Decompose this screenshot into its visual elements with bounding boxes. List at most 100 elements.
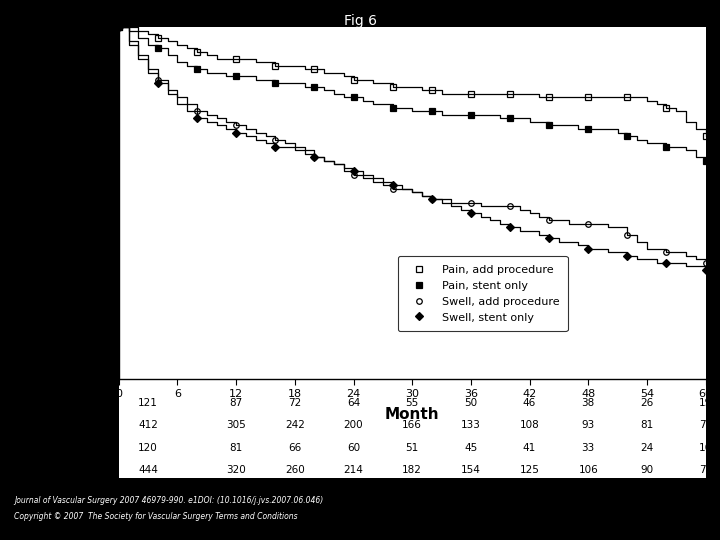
Text: 55: 55: [405, 397, 419, 408]
Text: 64: 64: [347, 397, 360, 408]
Swell, add procedure: [623, 231, 631, 238]
Swell, stent only: [505, 224, 514, 231]
Swell, add procedure: [505, 203, 514, 210]
Text: 41: 41: [523, 443, 536, 453]
Pain, stent only: [623, 133, 631, 139]
Text: 16: 16: [699, 443, 712, 453]
Pain, add procedure: [584, 94, 593, 100]
Swell, stent only: [153, 80, 162, 86]
Text: 106: 106: [578, 465, 598, 475]
Text: 108: 108: [520, 420, 539, 430]
Pain, stent only: [428, 108, 436, 114]
Text: 19: 19: [699, 397, 712, 408]
Pain, stent only: [388, 105, 397, 111]
Text: 133: 133: [461, 420, 481, 430]
Text: 33: 33: [582, 443, 595, 453]
Text: 60: 60: [347, 443, 360, 453]
Pain, add procedure: [505, 91, 514, 97]
Text: 51: 51: [405, 443, 419, 453]
Swell, stent only: [545, 235, 554, 241]
Y-axis label: Limbs free of pain/swelling (%): Limbs free of pain/swelling (%): [69, 111, 82, 294]
Text: 81: 81: [230, 443, 243, 453]
Swell, stent only: [428, 196, 436, 202]
Text: 50: 50: [464, 397, 477, 408]
Text: 70: 70: [699, 420, 712, 430]
Swell, add procedure: [114, 24, 123, 30]
Pain, add procedure: [232, 56, 240, 62]
Swell, stent only: [310, 154, 319, 160]
Pain, add procedure: [545, 94, 554, 100]
Pain, stent only: [505, 115, 514, 122]
Text: 260: 260: [285, 465, 305, 475]
Swell, stent only: [193, 115, 202, 122]
X-axis label: Month: Month: [385, 408, 439, 422]
Pain, add procedure: [310, 66, 319, 72]
Pain, add procedure: [428, 87, 436, 93]
Pain, stent only: [349, 94, 358, 100]
Text: Fig 6: Fig 6: [343, 14, 377, 28]
Text: 214: 214: [343, 465, 364, 475]
Swell, stent only: [662, 259, 671, 266]
Text: 412: 412: [138, 420, 158, 430]
Pain, add procedure: [701, 133, 710, 139]
Swell, add procedure: [584, 221, 593, 227]
Text: 120: 120: [138, 443, 158, 453]
Swell, stent only: [232, 129, 240, 136]
Pain, add procedure: [153, 35, 162, 41]
Pain, add procedure: [388, 84, 397, 90]
Text: 182: 182: [402, 465, 422, 475]
Swell, add procedure: [153, 77, 162, 83]
Swell, add procedure: [193, 108, 202, 114]
Text: 45: 45: [464, 443, 477, 453]
Pain, add procedure: [193, 49, 202, 55]
Pain, add procedure: [271, 63, 279, 69]
Pain, add procedure: [662, 105, 671, 111]
Line: Pain, add procedure: Pain, add procedure: [116, 24, 708, 139]
Text: 71: 71: [699, 465, 712, 475]
Text: 87: 87: [230, 397, 243, 408]
Text: 320: 320: [226, 465, 246, 475]
Text: Copyright © 2007  The Society for Vascular Surgery Terms and Conditions: Copyright © 2007 The Society for Vascula…: [14, 512, 298, 521]
Swell, add procedure: [310, 154, 319, 160]
Text: 38: 38: [582, 397, 595, 408]
Swell, stent only: [271, 143, 279, 150]
Pain, stent only: [153, 45, 162, 51]
Text: 154: 154: [461, 465, 481, 475]
Swell, add procedure: [467, 200, 475, 206]
Swell, stent only: [701, 266, 710, 273]
Swell, add procedure: [388, 186, 397, 192]
Text: 242: 242: [285, 420, 305, 430]
Text: 305: 305: [226, 420, 246, 430]
Swell, add procedure: [545, 217, 554, 224]
Pain, stent only: [584, 126, 593, 132]
Text: 66: 66: [288, 443, 302, 453]
Pain, stent only: [467, 112, 475, 118]
Pain, stent only: [232, 73, 240, 79]
Line: Swell, add procedure: Swell, add procedure: [116, 24, 708, 266]
Text: 444: 444: [138, 465, 158, 475]
Text: 93: 93: [582, 420, 595, 430]
Swell, add procedure: [701, 259, 710, 266]
Swell, add procedure: [232, 122, 240, 129]
Text: 46: 46: [523, 397, 536, 408]
Text: 24: 24: [640, 443, 654, 453]
Pain, add procedure: [114, 24, 123, 30]
Pain, add procedure: [349, 77, 358, 83]
Text: Journal of Vascular Surgery 2007 46979-990. e1DOI: (10.1016/j.jvs.2007.06.046): Journal of Vascular Surgery 2007 46979-9…: [14, 496, 324, 505]
Swell, add procedure: [662, 249, 671, 255]
Swell, add procedure: [428, 196, 436, 202]
Swell, stent only: [114, 24, 123, 30]
Pain, stent only: [701, 157, 710, 164]
Swell, stent only: [349, 168, 358, 174]
Pain, stent only: [114, 24, 123, 30]
Text: 121: 121: [138, 397, 158, 408]
Line: Swell, stent only: Swell, stent only: [116, 24, 708, 273]
Swell, add procedure: [349, 172, 358, 178]
Swell, stent only: [467, 210, 475, 217]
Pain, add procedure: [467, 91, 475, 97]
Pain, stent only: [193, 66, 202, 72]
Swell, stent only: [623, 252, 631, 259]
Text: 26: 26: [640, 397, 654, 408]
Text: 200: 200: [343, 420, 364, 430]
Pain, add procedure: [623, 94, 631, 100]
